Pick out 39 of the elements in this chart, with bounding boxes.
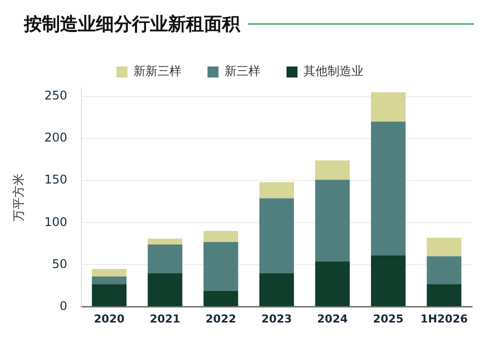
bar bbox=[92, 268, 127, 277]
x-tick-label: 2022 bbox=[206, 312, 236, 326]
bar bbox=[315, 261, 350, 306]
bar bbox=[259, 273, 294, 306]
bar bbox=[426, 284, 462, 306]
x-tick-label: 2024 bbox=[317, 312, 348, 326]
bar bbox=[370, 122, 406, 256]
chart-title: 按制造业细分行业新租面积 bbox=[24, 13, 240, 36]
legend-label: 新三样 bbox=[224, 64, 260, 78]
y-axis-title: 万平方米 bbox=[11, 173, 26, 222]
bar bbox=[259, 182, 294, 198]
y-tick-label: 100 bbox=[44, 214, 68, 229]
bar bbox=[315, 180, 350, 262]
x-tick-label: 2021 bbox=[150, 312, 180, 326]
y-tick-label: 50 bbox=[52, 256, 68, 271]
bar bbox=[426, 238, 462, 256]
bar bbox=[315, 160, 350, 180]
bar bbox=[148, 273, 182, 306]
bar bbox=[204, 290, 238, 306]
bar bbox=[92, 284, 127, 306]
y-tick-label: 150 bbox=[44, 172, 68, 187]
bar bbox=[92, 276, 127, 284]
bar bbox=[370, 92, 406, 122]
bar bbox=[148, 244, 182, 274]
x-tick-label: 1H2026 bbox=[420, 312, 468, 326]
y-tick-label: 250 bbox=[44, 88, 68, 103]
x-tick-label: 2020 bbox=[94, 312, 125, 326]
y-tick-label: 200 bbox=[44, 130, 68, 145]
bar bbox=[259, 198, 294, 274]
y-tick-label: 0 bbox=[60, 298, 68, 313]
bar bbox=[426, 256, 462, 284]
x-tick-label: 2023 bbox=[261, 312, 292, 326]
legend-label: 其他制造业 bbox=[304, 64, 364, 78]
bar bbox=[370, 255, 406, 306]
bar bbox=[204, 231, 238, 242]
x-tick-label: 2025 bbox=[372, 312, 404, 326]
bar bbox=[204, 242, 238, 291]
legend-label: 新新三样 bbox=[134, 64, 182, 78]
bar bbox=[148, 238, 182, 245]
